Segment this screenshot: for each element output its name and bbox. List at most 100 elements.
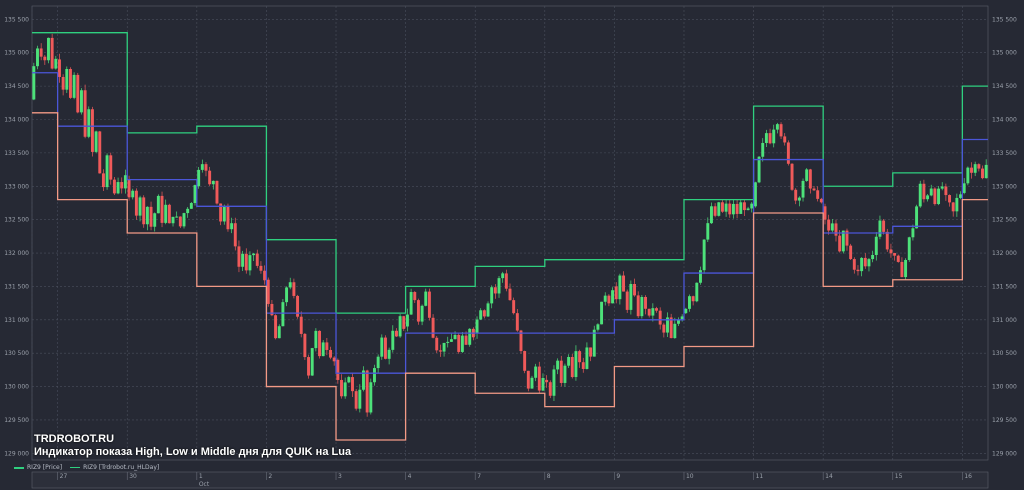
candle-down bbox=[464, 335, 468, 345]
candle-down bbox=[98, 131, 102, 174]
candle-down bbox=[336, 359, 340, 380]
y-tick-label-left: 129 000 bbox=[4, 450, 29, 457]
candle-down bbox=[329, 349, 332, 358]
candle-down bbox=[790, 163, 794, 190]
candle-up bbox=[966, 167, 970, 184]
candle-up bbox=[362, 370, 365, 390]
legend-item-price[interactable]: RIZ9 [Price] bbox=[14, 464, 62, 471]
candle-up bbox=[32, 66, 36, 100]
candle-down bbox=[101, 173, 105, 188]
candle-up bbox=[688, 296, 691, 309]
candle-down bbox=[625, 291, 629, 310]
candle-down bbox=[61, 76, 65, 90]
candle-up bbox=[629, 283, 633, 310]
y-tick-label-left: 133 500 bbox=[4, 150, 29, 157]
candle-down bbox=[768, 133, 772, 144]
candle-up bbox=[860, 257, 864, 272]
candle-up bbox=[321, 342, 325, 357]
plot-area-border bbox=[31, 5, 989, 461]
candle-up bbox=[449, 339, 453, 342]
x-tick-label: 11 bbox=[756, 473, 764, 480]
candle-down bbox=[39, 48, 43, 57]
candle-down bbox=[292, 282, 296, 296]
legend-item-hlday[interactable]: RIZ9 [Trdrobot.ru_HLDay] bbox=[70, 464, 159, 471]
candle-up bbox=[666, 317, 669, 333]
candle-down bbox=[351, 377, 354, 392]
candle-down bbox=[427, 291, 431, 318]
candle-down bbox=[882, 220, 886, 232]
candle-up bbox=[959, 194, 962, 198]
candle-down bbox=[215, 180, 219, 204]
candle-down bbox=[90, 109, 94, 152]
candle-down bbox=[728, 203, 732, 215]
candle-down bbox=[622, 275, 626, 292]
candle-up bbox=[277, 326, 281, 339]
candle-up bbox=[955, 197, 959, 212]
candle-up bbox=[94, 131, 98, 152]
candle-up bbox=[358, 389, 362, 409]
candle-up bbox=[347, 377, 351, 383]
candle-down bbox=[812, 188, 816, 191]
candle-up bbox=[105, 155, 109, 188]
candle-down bbox=[266, 279, 270, 304]
x-tick-label: 27 bbox=[60, 473, 68, 480]
x-tick-label: 30 bbox=[129, 473, 137, 480]
candle-up bbox=[193, 185, 197, 204]
candle-up bbox=[534, 366, 538, 378]
candle-down bbox=[134, 190, 138, 216]
y-tick-label-right: 131 000 bbox=[992, 317, 1017, 324]
x-tick-label: 4 bbox=[408, 473, 412, 480]
candle-up bbox=[753, 182, 757, 207]
candle-up bbox=[709, 206, 713, 224]
candle-up bbox=[65, 68, 69, 90]
candle-down bbox=[413, 292, 417, 301]
candle-down bbox=[559, 360, 563, 383]
candle-down bbox=[68, 68, 72, 98]
candle-down bbox=[515, 313, 519, 331]
candle-down bbox=[127, 179, 131, 198]
candle-down bbox=[83, 90, 87, 137]
day-middle-line bbox=[32, 72, 988, 374]
candle-down bbox=[233, 223, 237, 247]
x-tick-label: 15 bbox=[895, 473, 903, 480]
candle-down bbox=[794, 189, 798, 201]
candle-up bbox=[567, 356, 571, 366]
x-tick-label: 7 bbox=[477, 473, 481, 480]
candle-down bbox=[607, 295, 611, 304]
candle-down bbox=[438, 350, 442, 352]
candle-down bbox=[933, 188, 937, 205]
candle-up bbox=[248, 255, 252, 271]
candle-up bbox=[797, 197, 801, 201]
candle-down bbox=[109, 155, 113, 180]
candle-down bbox=[226, 206, 230, 230]
candle-down bbox=[658, 310, 662, 325]
candle-up bbox=[651, 308, 655, 316]
candle-up bbox=[288, 282, 292, 288]
candle-up bbox=[501, 273, 505, 279]
candle-down bbox=[863, 257, 867, 267]
candle-down bbox=[644, 296, 647, 309]
candle-down bbox=[889, 249, 893, 254]
candle-up bbox=[343, 382, 347, 397]
candle-down bbox=[614, 286, 618, 300]
x-tick-label: 16 bbox=[964, 473, 972, 480]
candle-down bbox=[365, 370, 369, 413]
candle-up bbox=[684, 308, 688, 314]
candle-up bbox=[479, 310, 483, 320]
candle-up bbox=[937, 188, 941, 205]
y-tick-label-left: 131 000 bbox=[4, 317, 29, 324]
candle-up bbox=[871, 254, 875, 260]
candle-down bbox=[416, 300, 420, 322]
x-tick-label: 10 bbox=[686, 473, 694, 480]
candle-down bbox=[896, 255, 900, 262]
y-tick-label-right: 129 500 bbox=[992, 417, 1017, 424]
y-tick-label-left: 133 000 bbox=[4, 183, 29, 190]
candle-up bbox=[775, 124, 779, 130]
candle-down bbox=[340, 379, 343, 397]
candle-up bbox=[772, 129, 776, 144]
candle-down bbox=[259, 265, 263, 271]
candle-up bbox=[541, 378, 545, 391]
chart-legend: RIZ9 [Price] RIZ9 [Trdrobot.ru_HLDay] bbox=[14, 463, 159, 472]
candle-down bbox=[332, 357, 336, 362]
